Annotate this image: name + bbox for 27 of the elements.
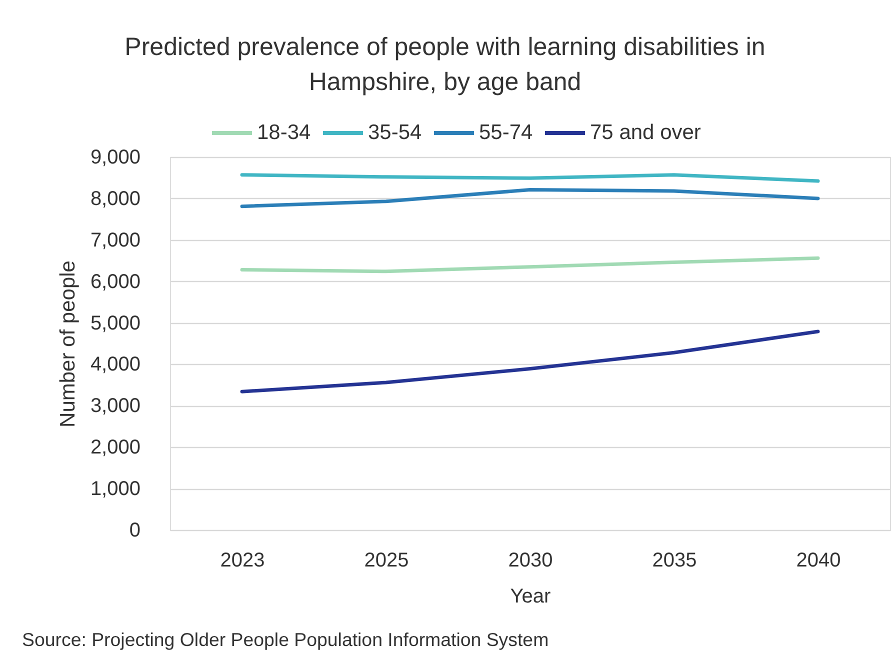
- y-tick-label: 5,000: [90, 312, 140, 334]
- y-tick-label: 0: [129, 520, 140, 542]
- line-series: [240, 173, 820, 183]
- line-series: [240, 330, 820, 394]
- y-tick-label: 1,000: [90, 478, 140, 500]
- y-tick-label: 7,000: [90, 229, 140, 252]
- y-tick-label: 3,000: [90, 395, 140, 418]
- y-tick-label: 8,000: [90, 188, 140, 210]
- chart-title: Predicted prevalence of people with learning disabilities in Hampshire, by age band: [124, 33, 766, 96]
- y-tick-label: 6,000: [90, 270, 140, 293]
- x-tick-label: 2025: [364, 550, 409, 572]
- legend-label: 18-34: [257, 121, 312, 144]
- y-tick-label: 9,000: [90, 146, 140, 168]
- line-series: [240, 188, 820, 208]
- y-tick-label: 4,000: [90, 354, 140, 376]
- x-tick-label: 2035: [652, 550, 697, 572]
- y-axis-title: Number of people: [56, 260, 80, 428]
- legend-label: 75 and over: [590, 121, 701, 144]
- x-tick-label: 2040: [796, 550, 841, 572]
- line-series: [240, 256, 820, 274]
- x-tick-label: 2023: [220, 550, 265, 572]
- legend-label: 35-54: [368, 121, 422, 144]
- legend-label: 55-74: [479, 121, 534, 144]
- y-tick-label: 2,000: [90, 436, 140, 459]
- source-note: Source: Projecting Older People Population Information System: [22, 629, 549, 650]
- x-tick-label: 2030: [508, 550, 553, 572]
- x-axis-title: Year: [510, 586, 552, 608]
